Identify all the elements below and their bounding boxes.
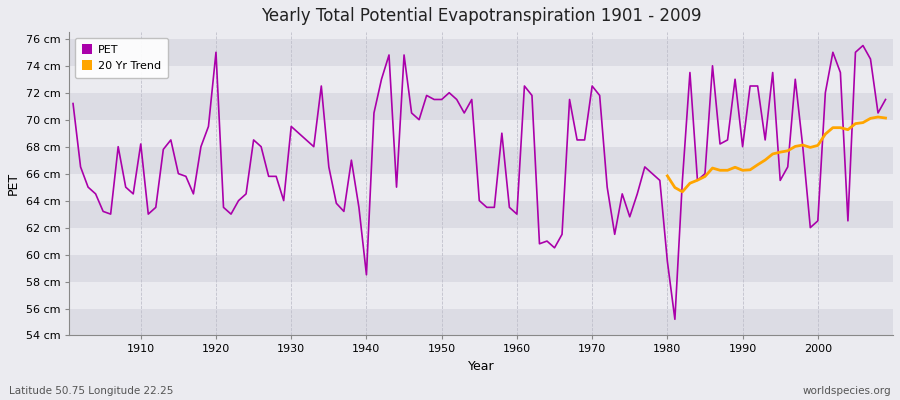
Bar (69, 254, 893, 282)
Title: Yearly Total Potential Evapotranspiration 1901 - 2009: Yearly Total Potential Evapotranspiratio… (261, 7, 701, 25)
Bar (69, 201, 893, 228)
Bar (69, 93, 893, 120)
Text: Latitude 50.75 Longitude 22.25: Latitude 50.75 Longitude 22.25 (9, 386, 174, 396)
X-axis label: Year: Year (468, 360, 494, 373)
Bar (69, 147, 893, 174)
Y-axis label: PET: PET (7, 172, 20, 195)
Bar (69, 308, 893, 336)
Bar (69, 39, 893, 66)
Legend: PET, 20 Yr Trend: PET, 20 Yr Trend (75, 38, 168, 78)
Text: worldspecies.org: worldspecies.org (803, 386, 891, 396)
